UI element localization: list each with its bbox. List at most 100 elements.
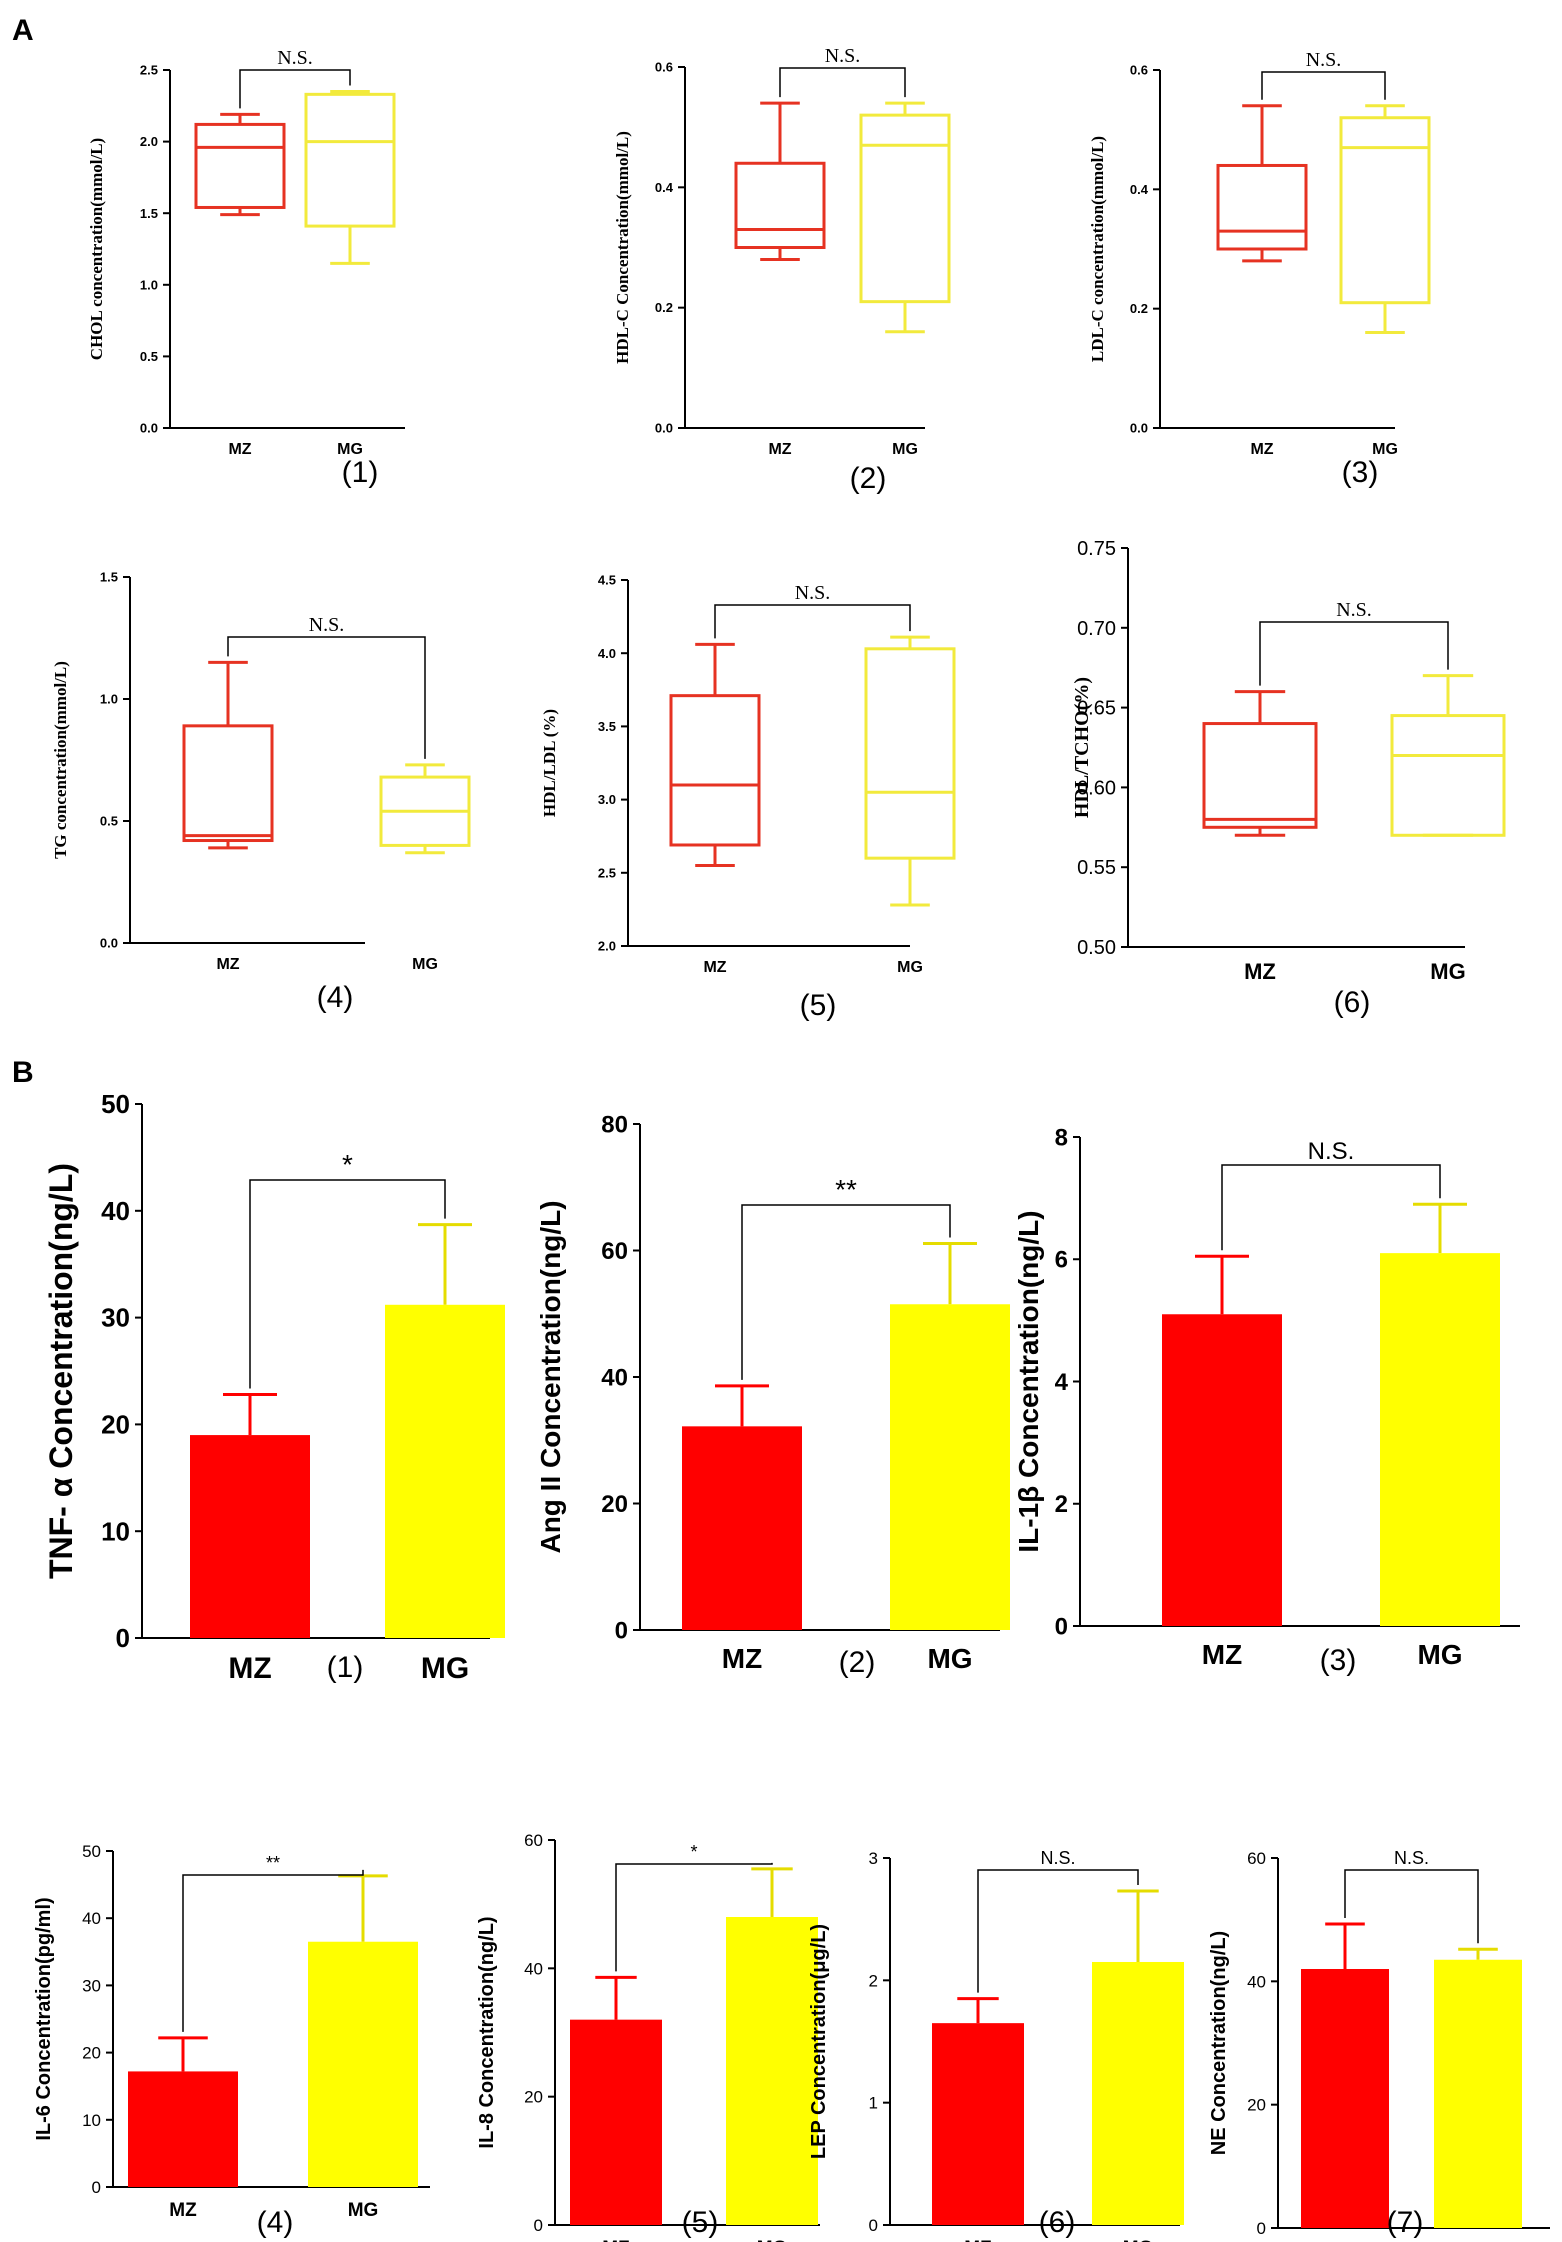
x-tick-label: MG [348, 2200, 379, 2221]
x-tick-label: MZ [602, 2238, 630, 2242]
bracket-line [615, 1862, 773, 1972]
y-tick-label: 2.0 [140, 134, 158, 149]
bar-rect [890, 1304, 1010, 1630]
charts-group: 0.0 0.5 1.0 1.5 2.0 2.5 CHOL concentration(mmo… [33, 45, 1550, 2242]
bracket-line [239, 69, 351, 109]
bar-rect [682, 1426, 802, 1630]
bar-rect [932, 2023, 1024, 2225]
x-tick-label: MZ [1202, 1639, 1242, 1670]
box-mg [304, 89, 396, 265]
x-tick-label: MZ [768, 441, 791, 458]
bracket-line [249, 1179, 446, 1389]
bar-rect [190, 1435, 310, 1638]
bar-mg [385, 1223, 505, 1638]
y-axis-title: HDL-C Concentration(mmol/L) [613, 131, 632, 364]
significance-label: N.S. [1040, 1848, 1075, 1868]
bar-mg [890, 1242, 1010, 1630]
y-tick-label: 40 [524, 1959, 543, 1978]
bracket-line [977, 1869, 1139, 1993]
bar-mg [308, 1874, 418, 2187]
x-tick-label: MG [421, 1652, 469, 1685]
y-tick-label: 1.5 [100, 570, 118, 585]
y-tick-label: 30 [101, 1303, 130, 1333]
y-axis-title: TG concentration(mmol/L) [51, 661, 70, 859]
y-tick-label: 20 [82, 2044, 101, 2063]
box-mz [1216, 104, 1308, 263]
x-tick-label: MG [892, 441, 918, 458]
chart-a6: 0.50 0.55 0.60 0.65 0.70 0.75 HDL/TCHO(%) MZ MG N… [1071, 538, 1506, 1019]
y-tick-label: 40 [601, 1364, 628, 1391]
bar-rect [1301, 1969, 1389, 2228]
y-tick-label: 0.4 [1130, 182, 1149, 197]
bracket-line [714, 604, 911, 639]
x-tick-label: MZ [169, 2200, 197, 2221]
x-tick-label: MG [412, 956, 438, 973]
y-tick-label: 3.0 [598, 792, 616, 807]
y-tick-label: 4.0 [598, 646, 616, 661]
panel-a-label: A [12, 14, 34, 47]
y-tick-label: 50 [101, 1089, 130, 1119]
box-mz [182, 660, 274, 850]
box-mg [379, 763, 471, 855]
significance-bracket: N.S. [1259, 599, 1449, 686]
y-axis-title: LEP Concentration(μg/L) [808, 1924, 830, 2159]
y-tick-label: 0.60 [1077, 777, 1116, 799]
significance-label: * [342, 1149, 353, 1180]
y-tick-label: 0.65 [1077, 698, 1116, 720]
y-tick-label: 0.2 [655, 300, 673, 315]
x-tick-label: MZ [228, 1652, 271, 1685]
y-axis-title: CHOL concentration(mmol/L) [87, 138, 106, 360]
y-tick-label: 1 [869, 2094, 878, 2113]
y-axis-title: IL-1β Concentration(ng/L) [1013, 1210, 1044, 1552]
bar-mz [1162, 1254, 1282, 1626]
subpanel-label: (2) [850, 462, 887, 495]
significance-label: N.S. [277, 47, 313, 69]
significance-bracket: N.S. [1261, 49, 1386, 100]
y-tick-label: 0.5 [140, 349, 158, 364]
y-tick-label: 1.0 [140, 277, 158, 292]
y-tick-label: 40 [82, 1909, 101, 1928]
y-tick-label: 0.50 [1077, 937, 1116, 959]
significance-bracket: N.S. [227, 614, 426, 759]
significance-bracket: N.S. [1344, 1848, 1479, 1944]
subpanel-label: (1) [342, 456, 379, 489]
bar-mg [1092, 1889, 1184, 2225]
chart-b3: 0 2 4 6 8 IL-1β Concentration(ng/L) MZ MG N.S. (3… [1013, 1124, 1520, 1677]
subpanel-label: (4) [317, 981, 354, 1014]
y-axis-title: HDL/LDL (%) [540, 709, 559, 817]
y-tick-label: 0.75 [1077, 538, 1116, 560]
y-tick-label: 0.0 [100, 936, 118, 951]
subpanel-label: (6) [1334, 986, 1371, 1019]
y-tick-label: 60 [601, 1238, 628, 1265]
y-tick-label: 20 [101, 1410, 130, 1440]
y-axis-title: TNF- α Concentration(ng/L) [43, 1163, 79, 1579]
chart-b5: 0 20 40 60 IL-8 Concentration(ng/L) MZ MG * (5) [476, 1831, 820, 2242]
y-tick-label: 0.2 [1130, 301, 1148, 316]
y-tick-label: 3.5 [598, 719, 616, 734]
chart-a3: 0.0 0.2 0.4 0.6 LDL-C concentration(mmol/L) M… [1088, 49, 1431, 489]
box-iqr [1216, 163, 1308, 251]
box-iqr [182, 724, 274, 843]
y-tick-label: 0 [615, 1617, 628, 1644]
chart-a1: 0.0 0.5 1.0 1.5 2.0 2.5 CHOL concentration(mmo… [87, 47, 405, 489]
y-tick-label: 20 [524, 2088, 543, 2107]
box-iqr [864, 647, 956, 860]
chart-b1: 0 10 20 30 40 50 TNF- α Concentration(ng/L) MZ M… [43, 1089, 505, 1685]
bar-rect [1380, 1253, 1500, 1626]
y-tick-label: 3 [869, 1849, 878, 1868]
significance-label: N.S. [795, 582, 831, 604]
bar-rect [726, 1917, 818, 2225]
y-axis-title: HDL/TCHO(%) [1071, 677, 1093, 818]
bar-mg [1434, 1947, 1522, 2228]
bar-mz [190, 1392, 310, 1638]
significance-bracket: ** [741, 1174, 951, 1380]
box-iqr [1339, 116, 1431, 305]
y-tick-label: 0 [116, 1623, 130, 1653]
y-tick-label: 0 [1055, 1613, 1068, 1640]
significance-label: N.S. [1336, 599, 1372, 621]
box-iqr [194, 122, 286, 209]
x-tick-label: MZ [1244, 959, 1276, 984]
significance-label: N.S. [1308, 1138, 1355, 1165]
bracket-line [182, 1869, 364, 2032]
